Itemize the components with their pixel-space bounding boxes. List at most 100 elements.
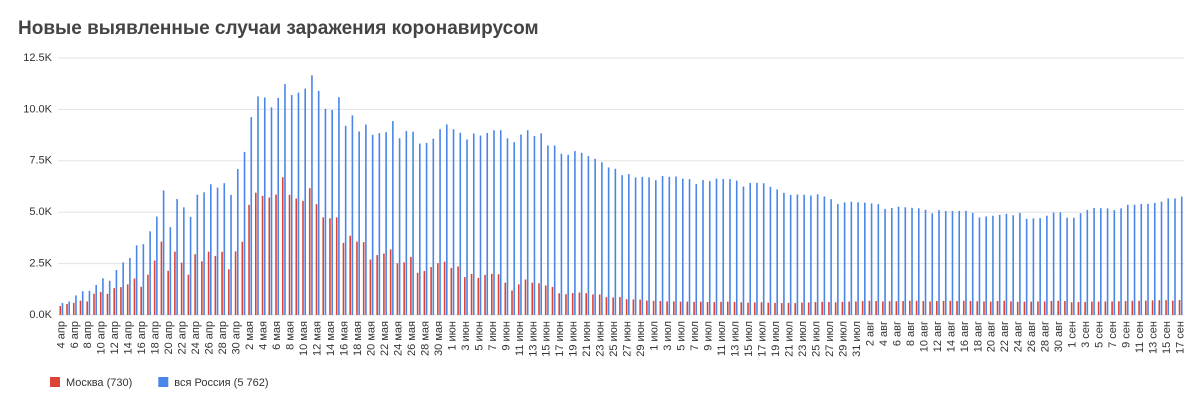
x-tick-label: 2 мая xyxy=(244,321,256,350)
bar xyxy=(944,211,947,315)
bar xyxy=(1174,198,1176,315)
bar xyxy=(592,294,594,315)
bar xyxy=(1019,212,1021,315)
bar xyxy=(1043,301,1046,315)
x-tick-label: 1 сен xyxy=(1067,321,1079,348)
bar xyxy=(365,124,367,315)
x-tick-label: 16 мая xyxy=(338,321,350,356)
bar xyxy=(749,182,752,315)
bar xyxy=(403,262,405,315)
bar xyxy=(688,179,691,315)
legend-swatch xyxy=(158,377,169,387)
bar xyxy=(149,231,151,315)
x-tick-label: 29 июл xyxy=(837,321,849,357)
bar xyxy=(376,255,378,315)
x-tick-label: 22 авг xyxy=(999,321,1011,352)
x-tick-label: 12 авг xyxy=(932,321,944,352)
bar xyxy=(174,251,176,315)
bar xyxy=(243,151,246,315)
bar xyxy=(848,301,850,315)
bar xyxy=(342,242,345,315)
bar xyxy=(1032,218,1035,315)
bar xyxy=(1046,215,1048,315)
bar xyxy=(443,261,446,315)
bar xyxy=(419,143,421,315)
bar xyxy=(706,302,709,315)
bar xyxy=(594,158,596,315)
bar xyxy=(895,301,898,315)
bar xyxy=(410,256,412,315)
bar xyxy=(389,249,392,315)
bar xyxy=(830,199,832,315)
bar xyxy=(371,134,374,315)
bar xyxy=(297,92,300,315)
x-tick-label: 13 июн xyxy=(527,321,539,357)
bar xyxy=(1097,301,1100,315)
bar xyxy=(1180,196,1183,315)
bar xyxy=(66,303,68,315)
x-tick-label: 11 июн xyxy=(514,321,526,356)
bar xyxy=(1138,300,1140,315)
x-tick-label: 27 июл xyxy=(824,321,836,357)
bar xyxy=(821,301,823,315)
bar xyxy=(493,130,495,315)
bar xyxy=(153,260,156,315)
bar xyxy=(432,138,435,315)
bar xyxy=(884,208,886,315)
bar xyxy=(108,280,111,315)
bar xyxy=(1158,300,1161,315)
bar xyxy=(160,241,163,315)
bar xyxy=(574,151,576,315)
bar xyxy=(720,301,722,315)
bar xyxy=(814,302,817,315)
x-tick-label: 15 июл xyxy=(743,321,755,357)
x-tick-label: 10 апр xyxy=(96,321,108,354)
bar xyxy=(248,204,250,315)
bar xyxy=(304,88,307,315)
bar xyxy=(962,300,965,315)
x-tick-label: 30 апр xyxy=(231,321,243,354)
bar xyxy=(938,210,940,315)
bar xyxy=(877,204,880,315)
bar xyxy=(196,194,199,315)
bar xyxy=(261,195,264,315)
bar xyxy=(437,263,439,315)
x-tick-label: 9 июн xyxy=(500,321,512,351)
bar xyxy=(183,207,185,315)
x-tick-label: 10 мая xyxy=(298,321,310,356)
bar xyxy=(93,293,95,315)
bar xyxy=(971,212,974,315)
bar xyxy=(207,251,210,315)
bar xyxy=(416,272,419,315)
bar xyxy=(787,302,790,315)
bar xyxy=(167,270,169,315)
bar xyxy=(661,176,664,315)
bar xyxy=(466,139,468,315)
x-tick-label: 15 сен xyxy=(1161,321,1173,354)
bar xyxy=(531,282,534,315)
bar xyxy=(210,184,212,315)
bar xyxy=(317,90,320,315)
bar xyxy=(385,132,387,315)
bar xyxy=(702,180,704,315)
bar xyxy=(958,210,961,315)
x-tick-label: 12 мая xyxy=(311,321,323,356)
bar xyxy=(486,132,489,315)
bar xyxy=(464,277,466,315)
bar xyxy=(344,125,347,316)
x-tick-label: 19 июн xyxy=(568,321,580,357)
bar xyxy=(686,301,689,315)
y-tick-label: 10.0K xyxy=(23,103,52,115)
x-tick-label: 28 мая xyxy=(419,321,431,356)
bar xyxy=(257,96,259,315)
bar xyxy=(666,301,668,315)
bar xyxy=(122,262,124,315)
bar xyxy=(230,194,232,315)
bar xyxy=(639,299,641,315)
x-tick-label: 25 июл xyxy=(810,321,822,357)
bar xyxy=(331,109,333,315)
bar xyxy=(1039,218,1041,315)
bar xyxy=(1052,212,1055,315)
bar xyxy=(1113,210,1116,315)
bar xyxy=(601,162,603,315)
